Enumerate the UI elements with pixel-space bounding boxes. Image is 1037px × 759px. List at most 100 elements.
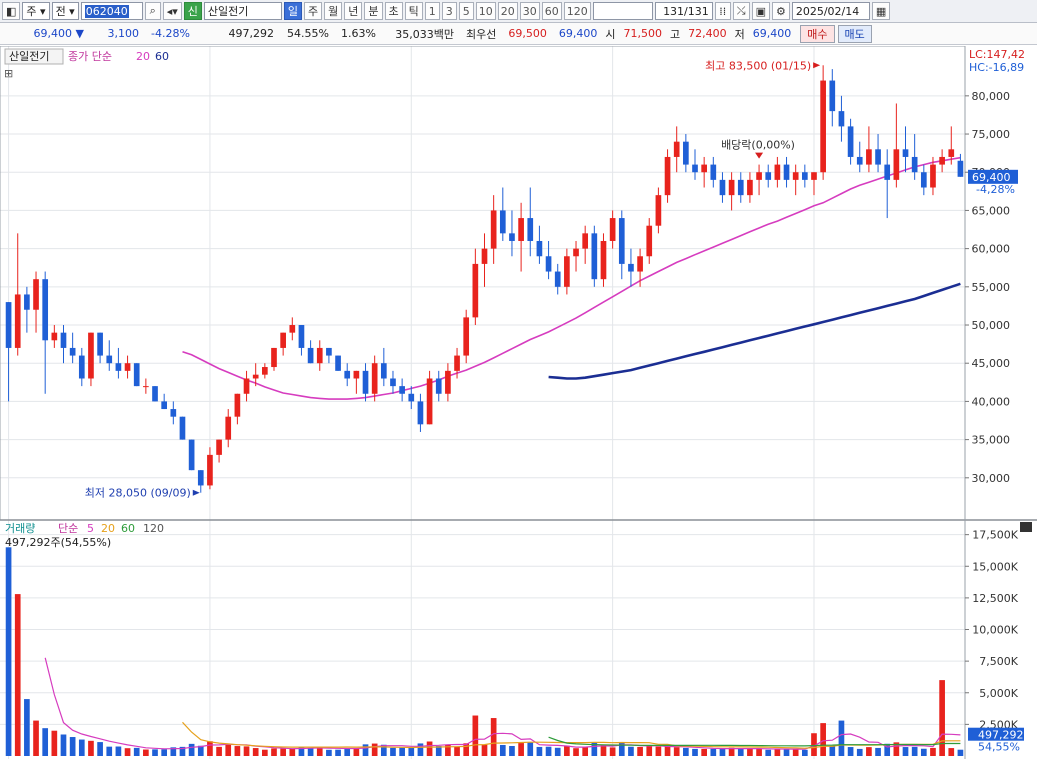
period-year[interactable]: 년 (344, 2, 363, 20)
candle-body (728, 179, 735, 196)
volume-bar (673, 747, 680, 756)
volume-bar (582, 747, 589, 756)
interval-30[interactable]: 30 (519, 2, 540, 20)
stock-badge: 신 (183, 2, 202, 20)
date-field[interactable]: 2025/02/14 (791, 2, 870, 20)
period-week[interactable]: 주 (304, 2, 323, 20)
chart-title-box[interactable] (4, 48, 64, 65)
period-second[interactable]: 초 (384, 2, 403, 20)
calendar-icon[interactable]: ▦ (871, 2, 891, 20)
period-type-select[interactable]: 전 ▾ (51, 2, 79, 20)
volume-bar (719, 748, 726, 756)
interval-20[interactable]: 20 (497, 2, 518, 20)
volume-tick-label: 10,000K (972, 624, 1018, 637)
price-tick-label: 35,000 (972, 434, 1011, 447)
interval-10[interactable]: 10 (475, 2, 496, 20)
period-day[interactable]: 일 (283, 2, 303, 20)
interval-1[interactable]: 1 (424, 2, 440, 20)
save-icon[interactable]: ▣ (751, 2, 770, 20)
candle-body (765, 172, 772, 180)
vma20-line (182, 721, 961, 749)
candle-body (234, 393, 241, 417)
candle-body (5, 302, 12, 348)
volume-bar (326, 749, 332, 756)
ask-price: 69,500 (508, 27, 547, 40)
interval-5[interactable]: 5 (458, 2, 474, 20)
candle-body (756, 172, 762, 180)
candle-body (42, 279, 49, 341)
candle-body (838, 111, 845, 127)
legend-vma60: 60 (121, 522, 135, 535)
market-value: 주 (26, 5, 37, 18)
chart-option-icon[interactable]: ⊞ (4, 67, 13, 80)
price-tick-label: 60,000 (972, 243, 1011, 256)
volume-bar (445, 744, 451, 756)
count-field[interactable]: 131/131 (654, 2, 713, 20)
candle-body (179, 416, 186, 440)
candle-body (380, 363, 387, 379)
volume-bar (646, 746, 653, 756)
ma20-line (182, 156, 961, 400)
last-price-label: 69,400 (972, 171, 1011, 184)
code-input[interactable]: 062040 (80, 2, 143, 20)
volume-value: 497,292 (228, 27, 275, 40)
turnover: 1.63% (341, 27, 376, 40)
interval-3[interactable]: 3 (441, 2, 457, 20)
stock-chart[interactable]: 30,000 35,000 40,000 45,000 50,000 55,000 60,0… (0, 46, 1037, 759)
candle-body (701, 164, 707, 173)
volume-bar (902, 747, 909, 756)
menu-icon[interactable]: ◧ (2, 2, 21, 20)
volume-bar (829, 746, 836, 756)
buy-button[interactable]: 매수 (800, 24, 835, 43)
volume-bar (518, 743, 524, 756)
hc-label: HC:-16,89 (969, 61, 1024, 74)
volume-bar (591, 742, 598, 756)
volume-bar (33, 720, 39, 756)
interval-60[interactable]: 60 (541, 2, 562, 20)
interval-120[interactable]: 120 (563, 2, 591, 20)
gear-icon[interactable]: ⚙ (771, 2, 790, 20)
volume-bar (609, 747, 616, 756)
candle-body (527, 218, 534, 241)
candle-type-icon[interactable]: ⁞⁞ (714, 2, 731, 20)
volume-bar (225, 743, 232, 756)
interval-custom-input[interactable] (592, 2, 653, 20)
stock-name-field[interactable]: 산일전기 (203, 2, 282, 20)
volume-bar (756, 748, 762, 756)
price-tick-label: 40,000 (972, 395, 1011, 408)
candle-body (481, 248, 488, 264)
candle-body (801, 172, 808, 180)
volume-bar (838, 720, 845, 756)
period-tick[interactable]: 틱 (404, 2, 423, 20)
period-minute[interactable]: 분 (364, 2, 383, 20)
volume-bar (747, 748, 753, 756)
volume-tick-label: 12,500K (972, 592, 1018, 605)
candle-body (719, 179, 726, 196)
volume-bar (499, 744, 506, 756)
volume-bar (316, 746, 323, 756)
volume-bar (884, 743, 891, 756)
volume-bar (51, 730, 58, 756)
pane-collapse-icon[interactable] (1020, 522, 1032, 532)
candle-body (371, 363, 378, 394)
search-icon[interactable]: ⌕ (144, 2, 161, 20)
volume-bar (664, 746, 671, 756)
volume-bars (5, 547, 964, 756)
volume-bar (115, 746, 122, 756)
sell-button[interactable]: 매도 (837, 24, 872, 43)
draw-tool-icon[interactable]: ⤯ (732, 2, 750, 20)
volume-legend-prefix: 단순 (58, 522, 78, 535)
volume-bar (106, 746, 113, 756)
legend-ma20: 20 (136, 50, 150, 63)
candle-body (344, 370, 351, 379)
period-month[interactable]: 월 (324, 2, 343, 20)
speaker-icon[interactable]: ◂▾ (162, 2, 182, 20)
volume-bar (655, 746, 662, 756)
market-select[interactable]: 주 ▾ (22, 2, 50, 20)
volume-bar (628, 746, 634, 756)
price-tick-label: 45,000 (972, 357, 1011, 370)
candle-body (417, 401, 424, 425)
volume-bar (710, 748, 717, 756)
candle-body (408, 393, 415, 402)
volume-bar (920, 748, 927, 756)
